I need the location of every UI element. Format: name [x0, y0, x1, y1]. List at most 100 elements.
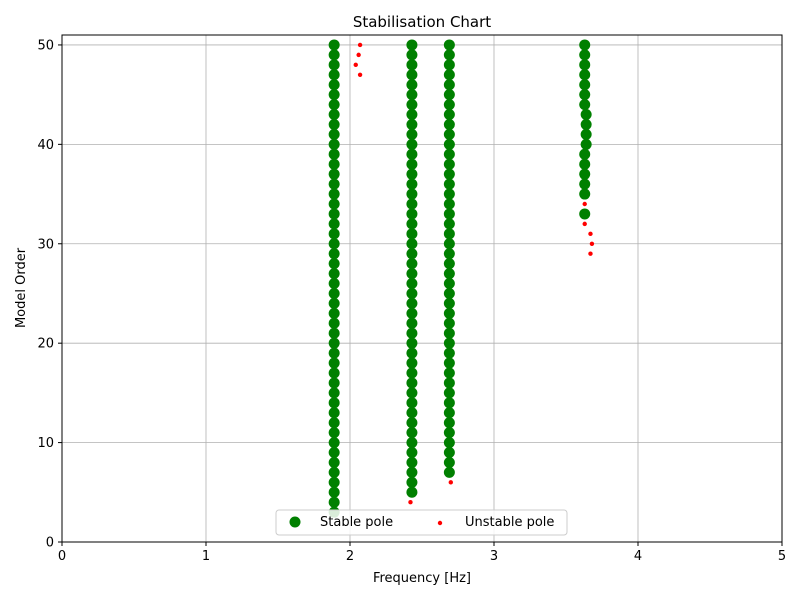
stable-pole-point: [328, 99, 340, 111]
stable-pole-point: [406, 367, 418, 379]
stable-pole-point: [406, 138, 418, 150]
stable-pole-point: [328, 397, 340, 409]
stable-pole-point: [328, 486, 340, 498]
stable-pole-point: [579, 99, 591, 111]
y-axis-label: Model Order: [14, 247, 29, 328]
x-axis-ticks: 0 1 2 3 4 5: [58, 542, 786, 564]
x-tick-label: 0: [58, 549, 66, 564]
stable-pole-point: [443, 158, 455, 170]
stable-pole-point: [406, 347, 418, 359]
stable-pole-point: [443, 59, 455, 71]
stable-pole-point: [328, 218, 340, 230]
stable-pole-point: [443, 128, 455, 140]
stable-pole-point: [443, 49, 455, 61]
stable-pole-point: [443, 357, 455, 369]
legend-unstable-marker: [437, 520, 443, 526]
stable-pole-point: [328, 496, 340, 508]
stable-pole-point: [443, 69, 455, 81]
y-axis-ticks: 0 10 20 30 40 50: [37, 38, 62, 551]
stable-pole-point: [443, 347, 455, 359]
y-tick-label: 30: [37, 237, 54, 252]
legend-stable-label: Stable pole: [320, 515, 393, 530]
stable-pole-point: [406, 39, 418, 51]
stable-pole-point: [406, 387, 418, 399]
stable-pole-point: [328, 238, 340, 250]
plot-area: [62, 35, 782, 542]
stable-pole-point: [406, 128, 418, 140]
stable-pole-point: [443, 337, 455, 349]
stable-pole-point: [443, 109, 455, 121]
stable-pole-point: [406, 69, 418, 81]
stable-pole-point: [443, 456, 455, 468]
unstable-pole-point: [408, 500, 413, 505]
stable-pole-point: [406, 437, 418, 449]
stable-pole-point: [406, 178, 418, 190]
stable-pole-point: [328, 466, 340, 478]
stable-pole-point: [328, 476, 340, 488]
stable-pole-point: [406, 297, 418, 309]
stable-pole-point: [406, 268, 418, 280]
stable-pole-point: [406, 258, 418, 270]
stable-pole-point: [406, 118, 418, 130]
stable-pole-point: [406, 208, 418, 220]
stable-pole-point: [443, 178, 455, 190]
stable-pole-point: [406, 188, 418, 200]
stable-pole-point: [579, 89, 591, 101]
stable-pole-point: [579, 69, 591, 81]
unstable-pole-point: [356, 52, 361, 58]
stable-pole-point: [443, 327, 455, 339]
stable-pole-point: [328, 317, 340, 329]
stable-pole-point: [328, 178, 340, 190]
stable-pole-point: [579, 49, 591, 61]
unstable-pole-point: [353, 62, 358, 68]
stable-pole-point: [443, 427, 455, 439]
stable-pole-point: [443, 447, 455, 459]
stable-pole-point: [443, 297, 455, 309]
stable-pole-point: [443, 228, 455, 240]
stable-pole-point: [328, 109, 340, 121]
x-tick-label: 1: [202, 549, 210, 564]
stable-pole-point: [443, 118, 455, 130]
unstable-pole-point: [357, 72, 363, 77]
stable-pole-point: [328, 158, 340, 170]
stable-pole-point: [328, 79, 340, 91]
stable-pole-point: [443, 79, 455, 91]
stable-pole-point: [443, 198, 455, 210]
stable-pole-point: [443, 377, 455, 389]
stable-pole-point: [406, 456, 418, 468]
stable-pole-point: [406, 198, 418, 210]
stable-pole-point: [406, 447, 418, 459]
legend: Stable pole Unstable pole: [275, 509, 568, 536]
stable-pole-point: [406, 79, 418, 91]
stable-pole-point: [328, 118, 340, 130]
stable-pole-point: [328, 248, 340, 260]
data-points: [328, 39, 595, 518]
stable-pole-point: [580, 128, 592, 140]
stable-pole-point: [328, 49, 340, 61]
stable-pole-point: [328, 59, 340, 71]
stable-pole-point: [579, 148, 591, 160]
stable-pole-point: [406, 89, 418, 101]
stable-pole-point: [328, 287, 340, 299]
stable-pole-point: [443, 387, 455, 399]
stable-pole-point: [406, 168, 418, 180]
stable-pole-point: [406, 59, 418, 71]
stable-pole-point: [328, 188, 340, 200]
legend-unstable-label: Unstable pole: [465, 515, 554, 530]
stable-pole-point: [328, 268, 340, 280]
stable-pole-point: [579, 79, 591, 91]
x-tick-label: 2: [346, 549, 354, 564]
stable-pole-point: [580, 118, 592, 130]
stable-pole-point: [443, 367, 455, 379]
stable-pole-point: [406, 486, 418, 498]
stable-pole-point: [328, 327, 340, 339]
stable-pole-point: [406, 337, 418, 349]
stable-pole-point: [443, 99, 455, 111]
stable-pole-point: [443, 208, 455, 220]
stable-pole-point: [580, 109, 592, 121]
stable-pole-point: [579, 208, 591, 220]
y-tick-label: 20: [37, 337, 54, 352]
y-tick-label: 50: [37, 38, 54, 53]
stable-pole-point: [328, 198, 340, 210]
stable-pole-point: [443, 437, 455, 449]
